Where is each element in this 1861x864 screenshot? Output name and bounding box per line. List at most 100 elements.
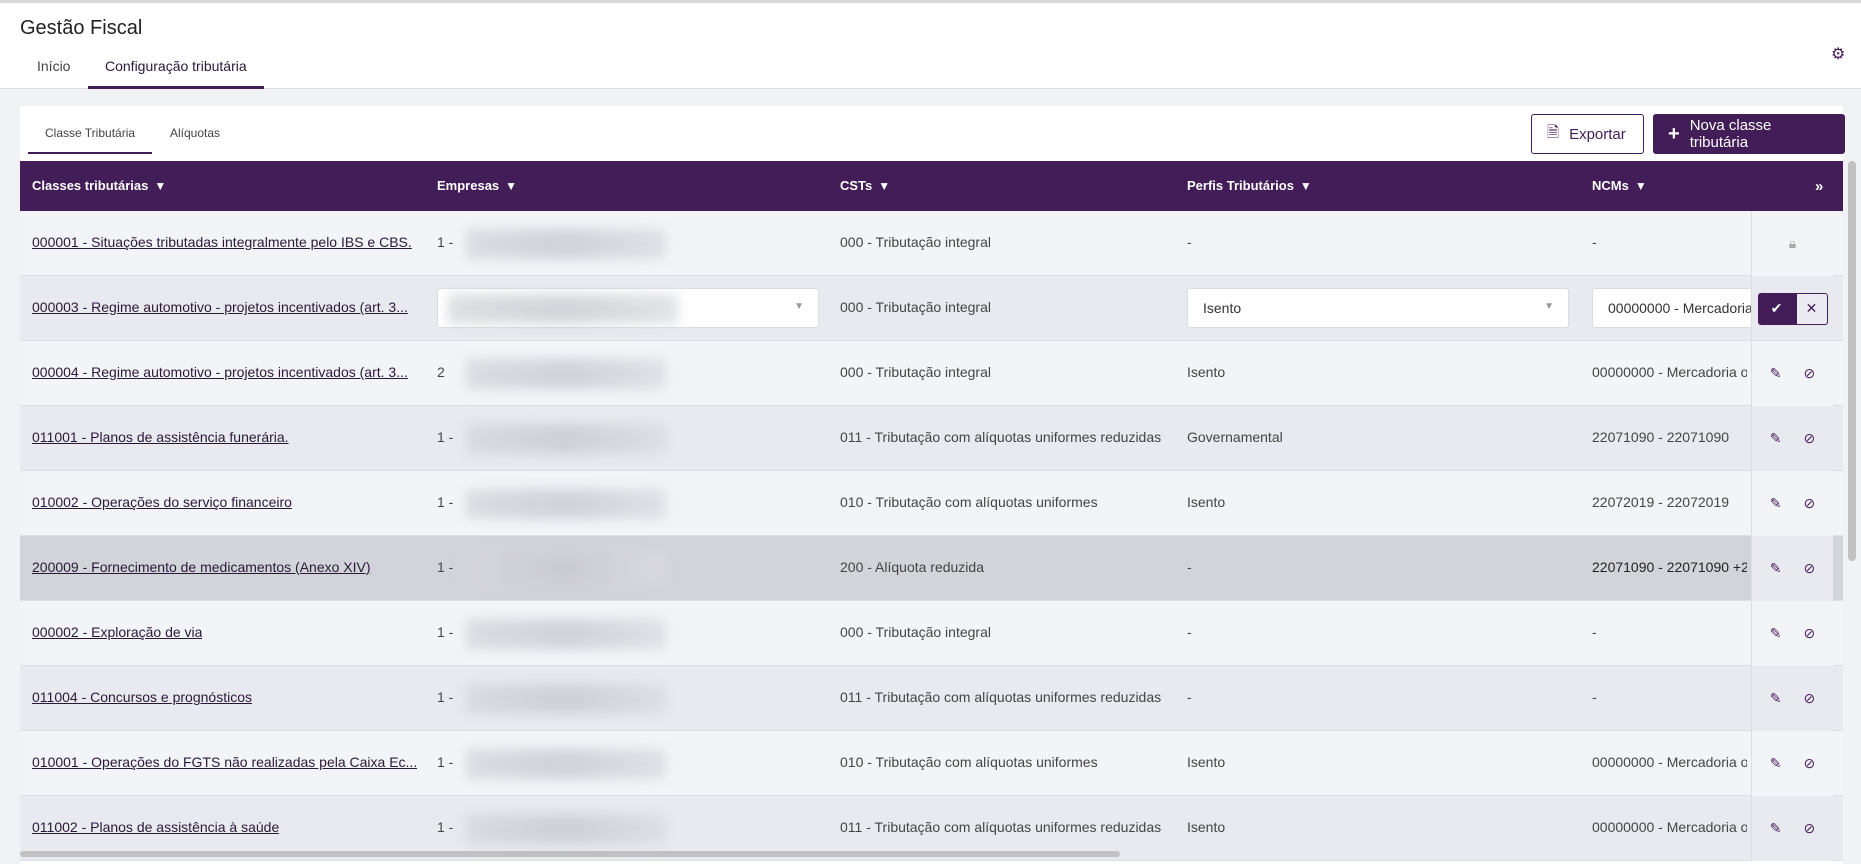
table-row[interactable]: 011004 - Concursos e prognósticos 1 - 011…	[20, 666, 1843, 731]
disable-icon[interactable]: ⊘	[1803, 625, 1816, 641]
filter-icon[interactable]: ▼	[154, 178, 167, 193]
disable-icon[interactable]: ⊘	[1803, 495, 1816, 511]
col-empresas[interactable]: Empresas ▼	[437, 178, 517, 193]
col-ncms[interactable]: NCMs ▼	[1592, 178, 1647, 193]
disable-icon[interactable]: ⊘	[1803, 820, 1816, 836]
subtab-aliquotas[interactable]: Alíquotas	[170, 126, 221, 140]
perfil-value: Isento	[1203, 300, 1242, 316]
plus-icon: +	[1668, 122, 1680, 145]
filter-icon[interactable]: ▼	[505, 178, 518, 193]
col-label: Classes tributárias	[32, 178, 149, 193]
disable-icon[interactable]: ⊘	[1803, 755, 1816, 771]
perfil-cell: -	[1187, 234, 1192, 250]
page-title: Gestão Fiscal	[20, 17, 143, 39]
edit-icon[interactable]: ✎	[1769, 755, 1782, 771]
blurred-value	[466, 749, 666, 779]
col-label: CSTs	[840, 178, 873, 193]
edit-icon[interactable]: ✎	[1769, 560, 1782, 576]
col-csts[interactable]: CSTs ▼	[840, 178, 890, 193]
vertical-scrollbar[interactable]	[1848, 161, 1856, 561]
edit-icon[interactable]: ✎	[1769, 495, 1782, 511]
subtab-classe-tributaria[interactable]: Classe Tributária	[28, 126, 153, 154]
col-label: Perfis Tributários	[1187, 178, 1294, 193]
cst-cell: 000 - Tributação integral	[840, 234, 991, 250]
empresa-cell: 1 -	[437, 819, 454, 835]
gear-icon[interactable]: ⚙	[1831, 46, 1846, 63]
tax-class-link[interactable]: 200009 - Fornecimento de medicamentos (A…	[32, 559, 371, 575]
perfil-cell: -	[1187, 689, 1192, 705]
cst-cell: 011 - Tributação com alíquotas uniformes…	[840, 429, 1162, 445]
blurred-value	[466, 359, 666, 389]
expand-columns-icon[interactable]: »	[1815, 178, 1824, 195]
tax-class-link[interactable]: 000001 - Situações tributadas integralme…	[32, 234, 412, 250]
filter-icon[interactable]: ▼	[878, 178, 891, 193]
ncm-cell: 00000000 - Mercadoria ou	[1592, 819, 1747, 835]
tax-class-link[interactable]: 010002 - Operações do serviço financeiro	[32, 494, 292, 510]
export-button[interactable]: 🗎 Exportar	[1531, 114, 1644, 154]
col-label: Empresas	[437, 178, 500, 193]
perfil-select[interactable]: Isento ▼	[1187, 288, 1569, 328]
ncm-cell: 00000000 - Mercadoria ou	[1592, 364, 1747, 380]
col-perfis[interactable]: Perfis Tributários ▼	[1187, 178, 1312, 193]
blurred-value	[466, 424, 666, 454]
disable-icon[interactable]: ⊘	[1803, 365, 1816, 381]
empresa-select[interactable]: ▼	[437, 288, 819, 328]
ncm-cell: -	[1592, 689, 1597, 705]
tax-class-link[interactable]: 000004 - Regime automotivo - projetos in…	[32, 364, 408, 380]
ncm-select[interactable]: 00000000 - Mercadoria	[1592, 288, 1751, 328]
tax-class-link[interactable]: 011004 - Concursos e prognósticos	[32, 689, 252, 705]
ncm-value: 00000000 - Mercadoria	[1608, 300, 1751, 316]
table-row[interactable]: 010001 - Operações do FGTS não realizada…	[20, 731, 1843, 796]
cst-cell: 000 - Tributação integral	[840, 299, 991, 315]
table-row[interactable]: 000001 - Situações tributadas integralme…	[20, 211, 1843, 276]
blurred-value	[466, 229, 666, 259]
tab-configuracao-tributaria[interactable]: Configuração tributária	[88, 58, 264, 89]
edit-icon[interactable]: ✎	[1769, 625, 1782, 641]
edit-icon[interactable]: ✎	[1769, 430, 1782, 446]
tax-class-link[interactable]: 000002 - Exploração de via	[32, 624, 203, 640]
app-header: Gestão Fiscal Início Configuração tribut…	[0, 0, 1861, 89]
edit-icon[interactable]: ✎	[1769, 365, 1782, 381]
table-row[interactable]: 000002 - Exploração de via 1 - 000 - Trib…	[20, 601, 1843, 666]
tax-class-link[interactable]: 011002 - Planos de assistência à saúde	[32, 819, 280, 835]
table-row[interactable]: 011002 - Planos de assistência à saúde 1 …	[20, 796, 1843, 861]
perfil-cell: -	[1187, 559, 1192, 575]
table-row[interactable]: 200009 - Fornecimento de medicamentos (A…	[20, 536, 1843, 601]
perfil-cell: Governamental	[1187, 429, 1283, 445]
ncm-cell: 22072019 - 22072019	[1592, 494, 1730, 510]
horizontal-scrollbar[interactable]	[20, 851, 1120, 857]
blurred-value	[466, 684, 666, 714]
disable-icon[interactable]: ⊘	[1803, 560, 1816, 576]
blurred-value	[466, 489, 666, 519]
table-row[interactable]: 000004 - Regime automotivo - projetos in…	[20, 341, 1843, 406]
empresa-cell: 1 -	[437, 754, 454, 770]
tab-inicio[interactable]: Início	[37, 58, 71, 74]
tax-class-link[interactable]: 010001 - Operações do FGTS não realizada…	[32, 754, 418, 770]
cst-cell: 010 - Tributação com alíquotas uniformes	[840, 754, 1098, 770]
cst-cell: 000 - Tributação integral	[840, 364, 991, 380]
table-row[interactable]: 010002 - Operações do serviço financeiro…	[20, 471, 1843, 536]
disable-icon[interactable]: ⊘	[1803, 430, 1816, 446]
perfil-cell: Isento	[1187, 494, 1226, 510]
filter-icon[interactable]: ▼	[1299, 178, 1312, 193]
table-row[interactable]: 000003 - Regime automotivo - projetos in…	[20, 276, 1843, 341]
table-row[interactable]: 011001 - Planos de assistência funerária…	[20, 406, 1843, 471]
empresa-cell: 1 -	[437, 494, 454, 510]
perfil-cell: -	[1187, 624, 1192, 640]
tax-class-link[interactable]: 011001 - Planos de assistência funerária…	[32, 429, 289, 445]
lock-icon: 🔒︎	[1788, 235, 1797, 251]
content-card: Classe Tributária Alíquotas 🗎 Exportar + N…	[20, 106, 1856, 864]
ncm-cell: -	[1592, 624, 1597, 640]
confirm-button[interactable]: ✔	[1757, 292, 1796, 325]
col-classes[interactable]: Classes tributárias ▼	[32, 178, 166, 193]
perfil-cell: Isento	[1187, 364, 1226, 380]
empresa-cell: 2	[437, 364, 445, 380]
ncm-cell: 00000000 - Mercadoria ou	[1592, 754, 1747, 770]
filter-icon[interactable]: ▼	[1634, 178, 1647, 193]
edit-icon[interactable]: ✎	[1769, 820, 1782, 836]
disable-icon[interactable]: ⊘	[1803, 690, 1816, 706]
tax-class-link[interactable]: 000003 - Regime automotivo - projetos in…	[32, 299, 408, 315]
new-tax-class-button[interactable]: + Nova classe tributária	[1653, 114, 1845, 154]
edit-icon[interactable]: ✎	[1769, 690, 1782, 706]
cancel-button[interactable]: ✕	[1795, 292, 1828, 325]
